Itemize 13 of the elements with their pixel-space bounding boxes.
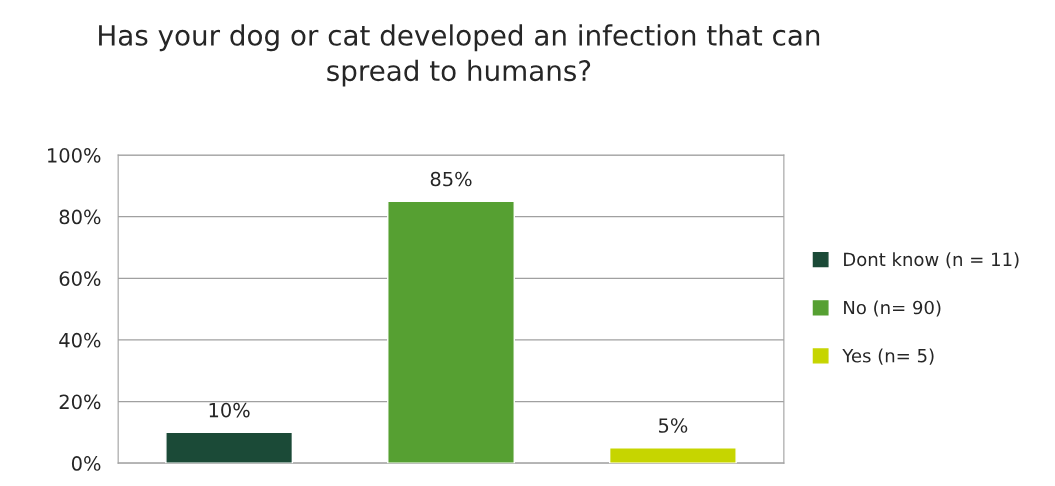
data-label: 5%	[658, 418, 688, 433]
data-label: 85%	[430, 171, 472, 187]
legend-label: Dont know (n = 11)	[844, 252, 1019, 269]
y-tick-label: 40%	[59, 332, 101, 348]
y-tick-label: 60%	[59, 271, 101, 286]
chart-title: Has your dog or cat developed an infection that can spread to humans?	[99, 24, 820, 87]
y-tick-label: 100%	[48, 147, 101, 163]
y-tick-label: 0%	[71, 456, 101, 471]
legend-label: No (n= 90)	[844, 300, 941, 317]
legend-label: Yes (n= 5)	[842, 348, 934, 365]
y-tick-label: 20%	[59, 394, 101, 410]
data-label: 10%	[209, 402, 250, 418]
y-tick-label: 80%	[59, 209, 101, 225]
